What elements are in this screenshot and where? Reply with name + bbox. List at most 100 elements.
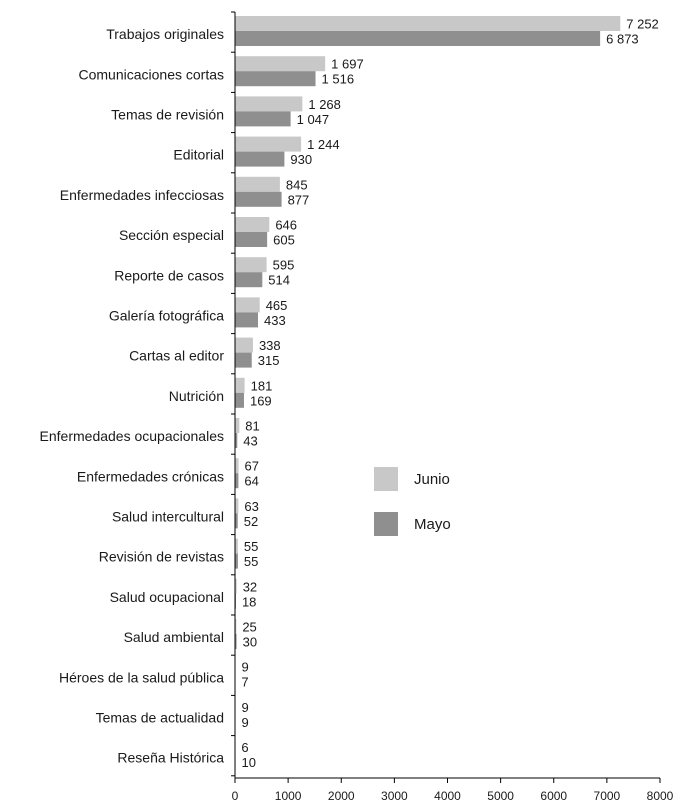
- value-label-junio: 1 268: [308, 97, 341, 112]
- category-label: Salud ocupacional: [110, 589, 224, 605]
- legend-swatch-mayo: [374, 512, 398, 536]
- value-label-junio: 32: [243, 579, 257, 594]
- value-label-mayo: 930: [290, 152, 312, 167]
- category-label: Cartas al editor: [129, 348, 224, 364]
- value-label-junio: 55: [244, 539, 258, 554]
- bar-mayo: [235, 513, 238, 529]
- bar-mayo: [235, 31, 601, 46]
- bar-junio: [235, 538, 238, 554]
- value-label-mayo: 18: [242, 594, 256, 609]
- bar-junio: [235, 297, 260, 313]
- category-label: Salud intercultural: [112, 509, 224, 525]
- value-label-mayo: 55: [244, 554, 258, 569]
- value-label-junio: 595: [273, 258, 295, 273]
- value-label-junio: 67: [245, 459, 259, 474]
- bar-junio: [235, 16, 621, 31]
- category-label: Héroes de la salud pública: [59, 669, 224, 685]
- value-label-mayo: 30: [243, 635, 257, 650]
- category-label: Reporte de casos: [114, 267, 224, 283]
- value-label-mayo: 514: [268, 273, 290, 288]
- bar-mayo: [235, 151, 285, 167]
- bar-mayo: [235, 473, 239, 489]
- value-label-mayo: 1 047: [297, 112, 330, 127]
- value-label-mayo: 6 873: [606, 32, 639, 47]
- bar-mayo: [235, 272, 263, 288]
- bar-junio: [235, 418, 240, 433]
- x-tick-label: 8000: [647, 789, 674, 803]
- value-label-junio: 646: [275, 218, 297, 233]
- category-label: Galería fotográfica: [109, 308, 224, 324]
- value-label-junio: 338: [259, 338, 281, 353]
- value-label-mayo: 52: [244, 514, 258, 529]
- legend-swatch-junio: [374, 467, 398, 491]
- legend-label-mayo: Mayo: [414, 516, 451, 533]
- category-label: Comunicaciones cortas: [78, 66, 224, 82]
- category-labels: Trabajos originales Comunicaciones cortas…: [40, 26, 225, 766]
- x-tick-label: 0: [232, 789, 239, 803]
- bar-junio: [235, 136, 302, 152]
- category-label: Enfermedades crónicas: [77, 468, 224, 484]
- x-tick-label: 2000: [328, 789, 355, 803]
- category-label: Reseña Histórica: [117, 750, 224, 766]
- value-label-junio: 6: [241, 740, 248, 755]
- bar-junio: [235, 337, 253, 353]
- bar-junio: [235, 377, 245, 393]
- x-axis: 0 1000 2000 3000 4000 5000 6000 7000 8000: [232, 777, 674, 803]
- y-axis: [231, 11, 236, 778]
- bar-mayo: [235, 352, 252, 368]
- value-label-junio: 63: [244, 499, 258, 514]
- value-label-junio: 9: [241, 700, 248, 715]
- value-label-mayo: 315: [258, 353, 280, 368]
- category-label: Editorial: [173, 147, 224, 163]
- bar-junio: [235, 458, 239, 474]
- bar-mayo: [235, 553, 238, 569]
- value-label-junio: 845: [286, 177, 308, 192]
- bar-mayo: [235, 232, 268, 247]
- value-label-junio: 1 244: [307, 137, 340, 152]
- bar-mayo: [235, 71, 316, 87]
- value-label-mayo: 43: [243, 434, 257, 449]
- value-label-mayo: 7: [241, 675, 248, 690]
- bar-junio: [235, 56, 326, 72]
- bar-junio: [235, 176, 280, 192]
- bar-junio: [235, 498, 239, 514]
- value-label-mayo: 433: [264, 313, 286, 328]
- category-label: Temas de revisión: [111, 107, 224, 123]
- bar-junio: [235, 619, 237, 634]
- value-label-mayo: 169: [250, 393, 272, 408]
- value-label-junio: 25: [242, 620, 256, 635]
- category-label: Enfermedades ocupacionales: [40, 428, 224, 444]
- x-tick-label: 7000: [594, 789, 621, 803]
- bar-mayo: [235, 111, 291, 127]
- x-tick-label: 5000: [487, 789, 514, 803]
- bar-junio: [235, 578, 237, 594]
- bar-mayo: [235, 433, 238, 448]
- x-tick-label: 6000: [540, 789, 567, 803]
- bar-junio: [235, 96, 303, 112]
- category-label: Enfermedades infecciosas: [60, 187, 224, 203]
- bar-junio: [235, 257, 267, 273]
- value-label-mayo: 64: [244, 474, 258, 489]
- bar-mayo: [235, 392, 244, 408]
- value-label-mayo: 877: [288, 192, 310, 207]
- value-label-junio: 9: [241, 660, 248, 675]
- value-label-junio: 7 252: [626, 17, 659, 32]
- bar-mayo: [235, 634, 237, 649]
- category-label: Trabajos originales: [106, 26, 224, 42]
- bar-mayo: [235, 312, 259, 328]
- legend: Junio Mayo: [374, 467, 451, 536]
- x-tick-label: 4000: [434, 789, 461, 803]
- value-label-mayo: 1 516: [322, 72, 355, 87]
- value-label-mayo: 10: [242, 755, 256, 770]
- bars: [235, 16, 621, 770]
- bar-mayo: [235, 191, 282, 207]
- value-label-junio: 465: [266, 298, 288, 313]
- category-label: Temas de actualidad: [96, 710, 224, 726]
- category-label: Salud ambiental: [124, 629, 224, 645]
- category-label: Sección especial: [119, 227, 224, 243]
- x-tick-label: 3000: [381, 789, 408, 803]
- value-label-junio: 181: [251, 378, 273, 393]
- value-label-mayo: 605: [273, 233, 295, 248]
